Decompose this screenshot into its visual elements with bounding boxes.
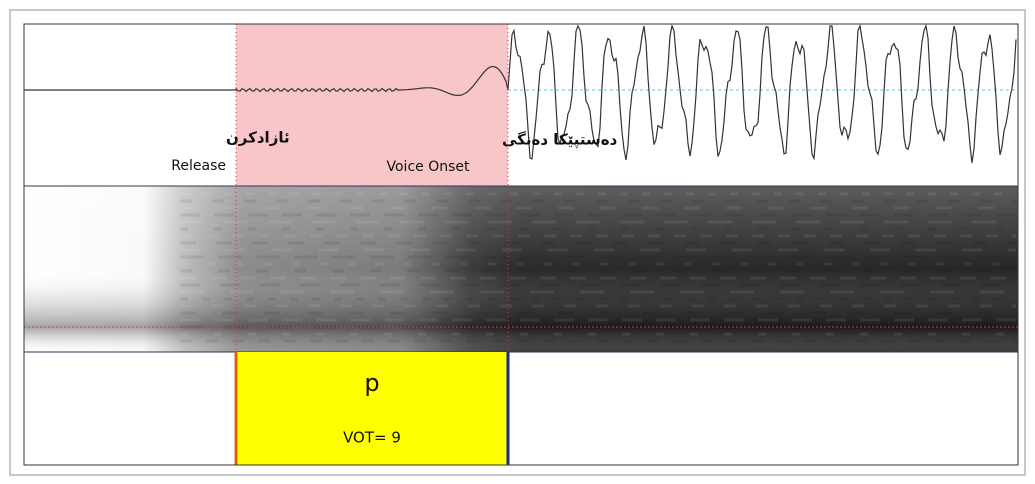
spectrogram-texture [180,192,1016,343]
vot-label: VOT= 9 [343,429,401,447]
release-label-en: Release [171,158,226,174]
segment-label: p [364,369,379,397]
vot-highlight [236,24,508,186]
spectrogram-shading [24,186,1018,352]
inner-frame [23,23,1019,466]
release-label-ku: ئازادکرن [226,129,290,147]
onset-label-en: Voice Onset [387,159,471,175]
segment-interval [236,352,508,465]
waveform [24,23,1017,163]
onset-label-ku: دەستپێکا دەنگی [502,131,618,150]
